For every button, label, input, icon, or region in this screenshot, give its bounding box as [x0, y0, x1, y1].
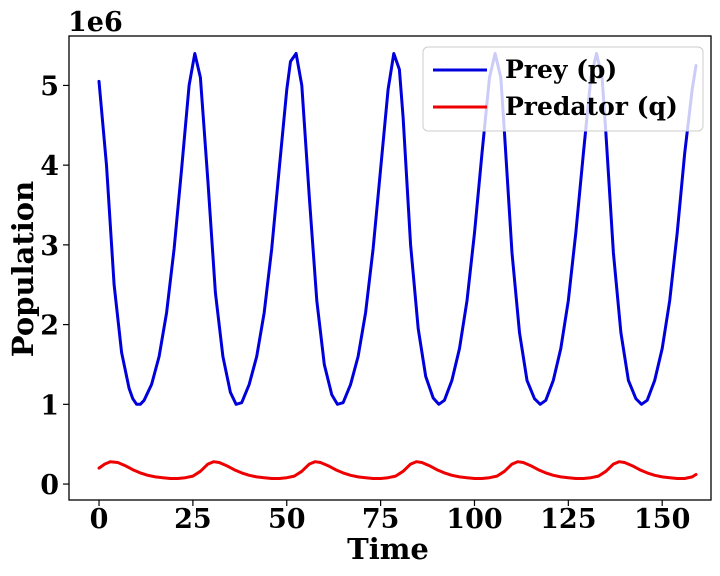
- legend-label-prey: Prey (p): [505, 55, 617, 84]
- y-tick-label: 5: [40, 71, 59, 102]
- plot-frame: [68, 35, 712, 501]
- y-tick-label: 2: [40, 311, 59, 342]
- x-tick-label: 0: [90, 504, 109, 535]
- x-tick-label: 50: [268, 504, 306, 535]
- y-tick-label: 1: [40, 390, 59, 421]
- legend-box: [422, 46, 704, 132]
- y-offset-label: 1e6: [68, 7, 123, 38]
- x-axis: 0 25 50 75 100 125 150: [90, 500, 690, 535]
- y-tick-label: 4: [40, 151, 59, 182]
- legend: Prey (p) Predator (q): [422, 46, 704, 132]
- x-tick-label: 150: [634, 504, 690, 535]
- y-tick-label: 3: [40, 231, 59, 262]
- series-line-predator: [97, 460, 698, 480]
- legend-label-predator: Predator (q): [505, 92, 678, 121]
- y-tick-label: 0: [40, 470, 59, 501]
- x-tick-label: 125: [540, 504, 596, 535]
- x-axis-label: Time: [347, 532, 429, 566]
- x-tick-label: 75: [362, 504, 400, 535]
- x-tick-label: 25: [174, 504, 212, 535]
- y-axis: 0 1 2 3 4 5: [40, 71, 69, 501]
- x-tick-label: 100: [446, 504, 502, 535]
- y-axis-label: Population: [6, 181, 40, 357]
